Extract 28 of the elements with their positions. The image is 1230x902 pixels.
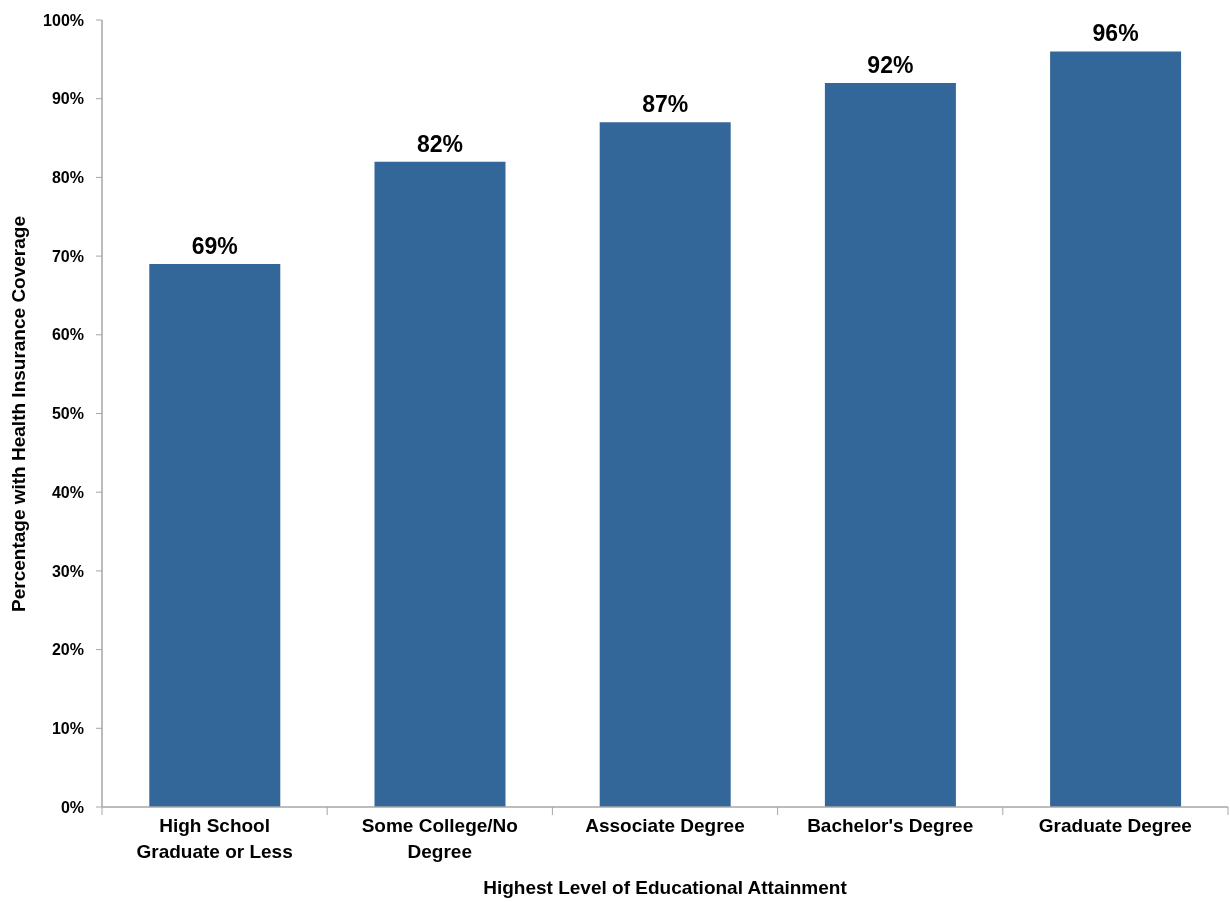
x-tick-label: Bachelor's Degree xyxy=(807,815,974,837)
y-tick-label: 60% xyxy=(51,326,84,344)
y-tick-label: 70% xyxy=(51,247,84,265)
data-label: 92% xyxy=(867,51,914,78)
x-tick-label: Some College/No Degree xyxy=(361,815,518,863)
x-tick-label: Graduate Degree xyxy=(1038,815,1192,837)
data-label: 69% xyxy=(191,232,238,259)
data-label: 96% xyxy=(1092,20,1139,47)
bar xyxy=(374,161,506,807)
y-tick-label: 10% xyxy=(51,719,84,737)
y-tick-label: 20% xyxy=(51,641,84,659)
y-tick-label: 30% xyxy=(51,562,84,580)
data-label: 82% xyxy=(416,130,464,157)
x-tick-label: High School Graduate or Less xyxy=(136,815,293,863)
y-tick-label: 50% xyxy=(51,405,84,423)
bar xyxy=(824,82,956,807)
data-label: 87% xyxy=(642,91,689,118)
y-axis-title: Percentage with Health Insurance Coverage xyxy=(8,215,30,612)
y-tick-label: 0% xyxy=(60,798,84,816)
x-axis-title: Highest Level of Educational Attainment xyxy=(483,877,847,899)
x-tick-label: Associate Degree xyxy=(585,815,745,837)
y-tick-label: 100% xyxy=(43,11,84,29)
bar xyxy=(599,122,731,807)
y-tick-label: 40% xyxy=(51,483,84,501)
bar xyxy=(149,263,281,807)
y-tick-label: 90% xyxy=(51,90,84,108)
y-tick-label: 80% xyxy=(51,169,84,187)
bar xyxy=(1050,51,1182,807)
